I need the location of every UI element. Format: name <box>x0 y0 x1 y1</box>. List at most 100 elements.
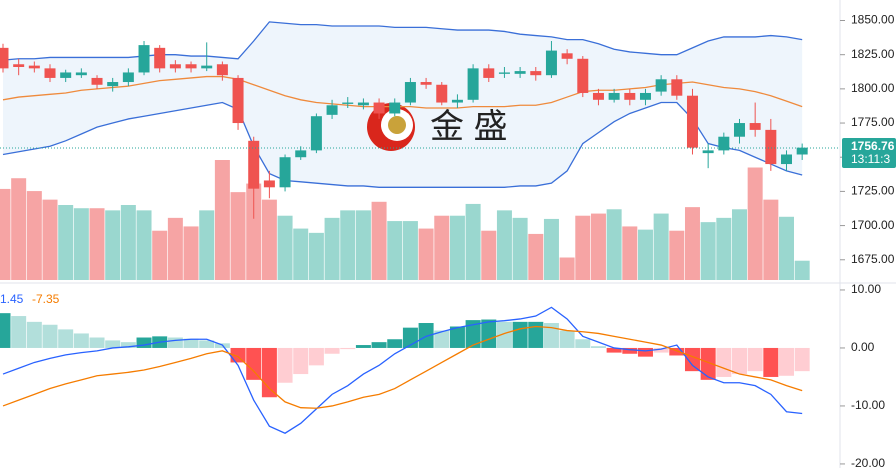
macd-histogram-bar <box>763 347 779 377</box>
volume-bar <box>199 210 215 280</box>
macd-histogram-bar <box>371 342 387 348</box>
macd-histogram-bar <box>418 323 434 348</box>
candle-body <box>44 68 56 78</box>
macd-histogram-bar <box>747 347 763 372</box>
volume-bar <box>105 210 121 280</box>
volume-bar <box>700 222 716 280</box>
macd-y-tick-label: -20.00 <box>851 456 885 468</box>
y-tick-label: 1775.00 <box>851 115 895 129</box>
candle-body <box>639 92 651 100</box>
volume-bar <box>434 215 450 280</box>
y-tick-label: 1700.00 <box>851 218 895 232</box>
macd-histogram-bar <box>716 347 732 377</box>
band-middle <box>2 75 803 109</box>
macd-histogram-bar <box>653 347 669 353</box>
candle-body <box>796 147 808 155</box>
volume-bar <box>58 205 74 280</box>
macd-histogram-bar <box>58 329 74 348</box>
volume-bar <box>402 221 418 280</box>
candle-body <box>122 72 134 83</box>
candle-body <box>107 82 119 87</box>
volume-bar <box>73 208 89 280</box>
candle-body <box>357 102 369 106</box>
candle-body <box>608 92 620 100</box>
macd-histogram-bar <box>277 347 293 383</box>
candle-body <box>467 68 479 100</box>
candle-body <box>326 105 338 115</box>
candle-body <box>561 53 573 59</box>
volume-bar <box>371 201 387 280</box>
macd-histogram-bar <box>324 347 340 354</box>
macd-histogram-bar <box>684 347 700 372</box>
macd-histogram-bar <box>590 346 606 348</box>
volume-bar <box>418 228 434 280</box>
volume-bar <box>528 233 544 280</box>
candle-body <box>749 123 761 130</box>
logo-text: 金 盛 <box>430 108 507 146</box>
candle-body <box>545 50 557 76</box>
volume-bar <box>716 217 732 280</box>
volume-bar <box>684 207 700 280</box>
last-price-time: 13:11:3 <box>851 152 890 166</box>
macd-histogram-bar <box>700 347 716 380</box>
candle-body <box>154 47 166 69</box>
y-tick-label: 1675.00 <box>851 252 895 266</box>
macd-histogram-bar <box>136 337 152 348</box>
volume-bar <box>779 216 794 280</box>
candle-body <box>295 150 307 158</box>
candle-body <box>389 102 401 114</box>
candle-body <box>514 71 526 74</box>
volume-bar <box>449 215 465 280</box>
macd-histogram-bar <box>434 330 450 348</box>
candle-body <box>13 64 25 67</box>
volume-bar <box>731 209 747 280</box>
last-price-tag <box>842 137 896 168</box>
volume-bar <box>794 260 810 280</box>
macd-histogram-bar <box>387 339 403 348</box>
band-upper <box>2 21 803 61</box>
y-tick-label: 1725.00 <box>851 184 895 198</box>
volume-bar <box>11 178 27 280</box>
volume-bar <box>277 215 293 280</box>
volume-bar <box>512 217 528 280</box>
volume-bar <box>559 257 575 280</box>
volume-bar <box>669 230 685 280</box>
volume-bar <box>136 210 152 280</box>
last-price-label: 1756.76 <box>851 139 895 153</box>
macd-histogram-bar <box>449 326 465 348</box>
macd-histogram-bar <box>120 342 136 348</box>
volume-bar <box>167 217 183 280</box>
macd-histogram-bar <box>559 330 575 348</box>
macd-histogram-bar <box>355 345 371 348</box>
candle-body <box>216 64 228 76</box>
volume-bar <box>606 209 622 280</box>
y-tick-label: 1825.00 <box>851 47 895 61</box>
volume-bar <box>261 199 277 280</box>
candle-body <box>530 71 542 76</box>
volume-bar <box>747 167 763 280</box>
volume-bar <box>465 203 481 280</box>
macd-histogram-bar <box>42 324 58 348</box>
volume-bar <box>637 229 653 280</box>
macd-histogram-bar <box>0 313 11 348</box>
macd-legend-value: 1.45 <box>0 292 24 306</box>
candle-body <box>91 77 103 85</box>
macd-histogram-bar <box>637 347 653 357</box>
volume-bar <box>308 232 324 280</box>
volume-bar <box>230 192 246 280</box>
volume-bar <box>152 230 168 280</box>
macd-histogram-bar <box>261 347 277 398</box>
candle-body <box>263 180 275 188</box>
candle-body <box>201 65 213 69</box>
macd-histogram-bar <box>11 316 27 348</box>
volume-bar <box>622 226 638 280</box>
volume-bar <box>26 191 42 280</box>
candle-body <box>373 102 385 114</box>
macd-histogram-bar <box>543 323 559 348</box>
candle-body <box>28 65 40 69</box>
volume-bar <box>42 199 58 280</box>
candle-body <box>420 82 432 85</box>
candle-body <box>577 58 589 93</box>
volume-bar <box>653 213 669 280</box>
